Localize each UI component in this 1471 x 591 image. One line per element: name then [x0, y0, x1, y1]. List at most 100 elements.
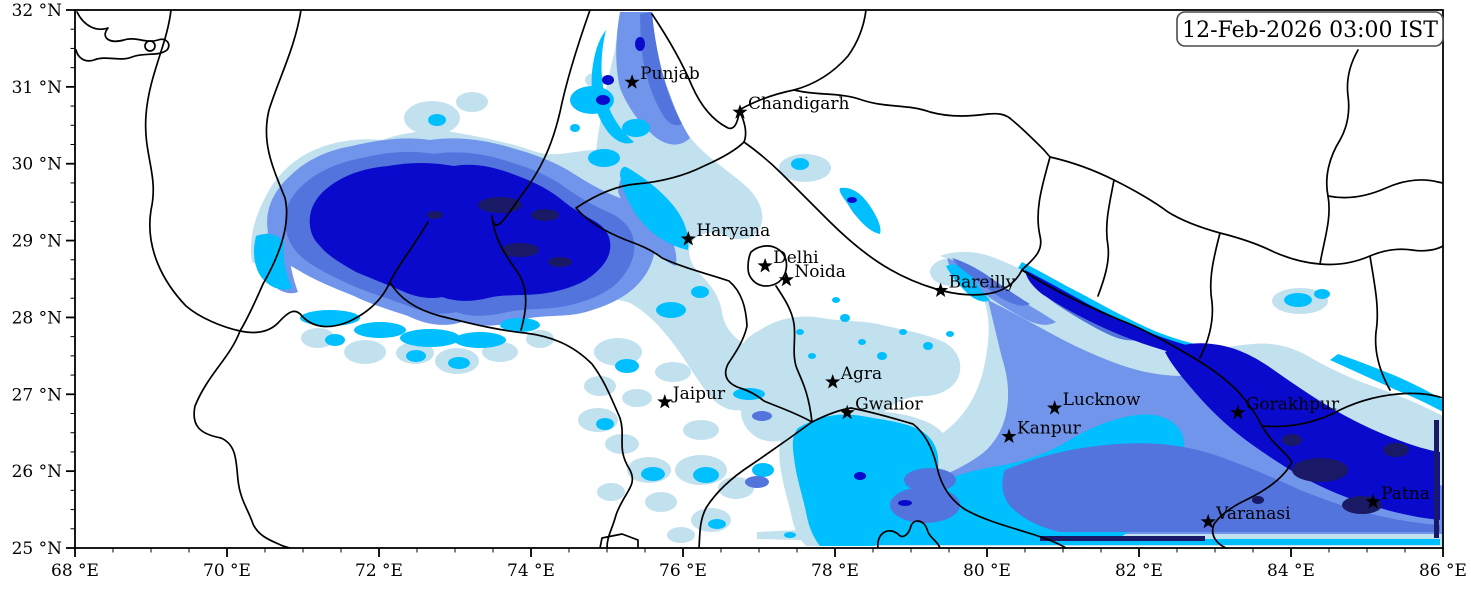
fog-region: [501, 243, 539, 257]
fog-region: [615, 359, 639, 373]
y-axis-ticks: 32 °N 31 °N 30 °N 29 °N 28 °N 27 °N 26 °N 25 °N: [12, 1, 75, 559]
city-label: Lucknow: [1063, 390, 1141, 410]
fog-region: [570, 86, 614, 114]
star-icon: [933, 282, 949, 297]
fog-region: [858, 339, 866, 345]
fog-region: [683, 420, 719, 440]
city-marker-chandigarh: Chandigarh: [732, 94, 850, 119]
border-line: [389, 281, 634, 548]
fog-region: [808, 353, 816, 359]
x-tick-label: 74 °E: [507, 561, 555, 581]
fog-region: [791, 158, 809, 170]
border-line: [491, 10, 591, 331]
fog-region: [645, 492, 677, 512]
border-line: [747, 245, 788, 287]
x-tick-label: 76 °E: [659, 561, 707, 581]
star-icon: [757, 257, 773, 273]
fog-region: [594, 338, 642, 366]
city-label: Gorakhpur: [1246, 395, 1340, 415]
fog-region: [427, 211, 443, 219]
fog-region: [904, 468, 956, 492]
fog-region: [584, 376, 616, 396]
fog-region: [531, 209, 559, 221]
fog-shading: [250, 12, 1443, 546]
fog-region: [588, 149, 620, 167]
fog-region: [832, 297, 840, 303]
city-marker-jaipur: Jaipur: [657, 384, 726, 409]
border-line: [1021, 156, 1051, 271]
city-marker-patna: Patna: [1365, 484, 1430, 509]
fog-region: [854, 472, 866, 480]
fog-region: [752, 463, 774, 477]
border-line: [75, 11, 170, 62]
fog-region: [344, 340, 386, 364]
city-marker-agra: Agra: [825, 364, 882, 389]
city-marker-gorakhpur: Gorakhpur: [1230, 395, 1340, 420]
border-line: [575, 109, 1067, 548]
fog-region: [428, 114, 446, 126]
city-marker-haryana: Haryana: [680, 221, 770, 246]
fog-region: [548, 257, 572, 267]
fog-region: [622, 119, 650, 137]
fog-region: [1040, 536, 1205, 541]
fog-region: [1002, 443, 1440, 532]
city-label: Chandigarh: [748, 94, 850, 114]
city-marker-gwalior: Gwalior: [839, 395, 924, 420]
timestamp-text: 12-Feb-2026 03:00 IST: [1182, 18, 1438, 43]
fog-region: [635, 37, 645, 51]
timestamp-box-frame: [1176, 11, 1444, 47]
star-icon: [778, 271, 794, 287]
border-line: [698, 421, 813, 548]
fog-region: [752, 411, 772, 421]
city-label: Delhi: [773, 248, 819, 268]
fog-region: [578, 408, 618, 432]
city-label: Bareilly: [949, 273, 1016, 293]
city-marker-lucknow: Lucknow: [1047, 390, 1141, 415]
fog-region: [622, 389, 652, 407]
fog-region: [655, 362, 691, 382]
fog-region: [596, 95, 610, 105]
city-marker-delhi: Delhi: [757, 248, 819, 273]
fog-region: [325, 334, 345, 346]
fog-region: [400, 329, 460, 347]
star-icon: [680, 231, 696, 246]
fog-region: [796, 329, 804, 335]
border-line: [239, 221, 429, 334]
fog-region: [620, 166, 689, 250]
fog-region: [641, 467, 665, 481]
x-tick-label: 86 °E: [1419, 561, 1467, 581]
x-tick-label: 72 °E: [355, 561, 403, 581]
fog-region: [354, 322, 406, 338]
star-icon: [1365, 493, 1381, 509]
fog-region: [602, 75, 614, 85]
city-label: Punjab: [640, 64, 700, 84]
y-tick-label: 25 °N: [12, 539, 63, 559]
y-tick-label: 28 °N: [12, 308, 63, 328]
star-icon: [1047, 400, 1063, 415]
border-line: [1049, 156, 1443, 266]
fog-region: [792, 414, 939, 546]
fog-region: [448, 357, 470, 369]
fog-region: [784, 532, 796, 538]
city-label: Agra: [840, 364, 882, 384]
fog-region: [899, 329, 907, 335]
y-tick-label: 29 °N: [12, 232, 63, 252]
city-marker-bareilly: Bareilly: [933, 273, 1016, 297]
y-tick-label: 26 °N: [12, 462, 63, 482]
star-icon: [1001, 428, 1017, 443]
star-icon: [1200, 513, 1216, 529]
city-label: Haryana: [696, 221, 770, 241]
city-label: Kanpur: [1017, 419, 1082, 439]
border-line: [1097, 179, 1115, 297]
city-label: Patna: [1381, 484, 1430, 504]
timestamp-box: 12-Feb-2026 03:00 IST: [1176, 11, 1444, 47]
fog-region: [733, 388, 765, 400]
x-tick-label: 78 °E: [811, 561, 859, 581]
y-tick-label: 31 °N: [12, 78, 63, 98]
star-icon: [839, 404, 855, 420]
admin-borders: [75, 10, 1443, 548]
border-line: [775, 285, 813, 423]
border-line: [1327, 179, 1443, 199]
border-line: [1211, 425, 1293, 548]
